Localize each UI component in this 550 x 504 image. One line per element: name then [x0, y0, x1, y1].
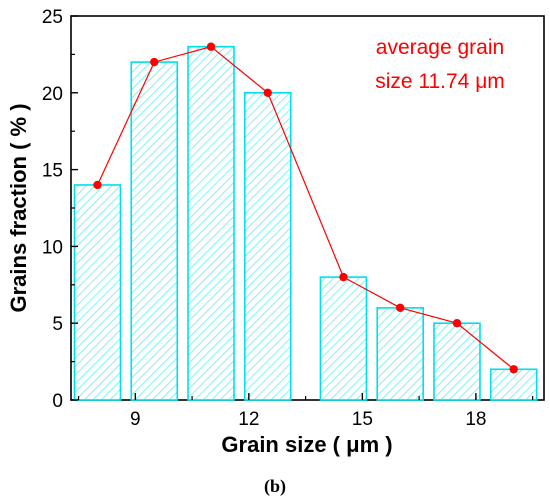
line-point-19	[509, 365, 518, 374]
annotation-line-2: size 11.74 μm	[375, 70, 505, 93]
bar-14.5	[319, 276, 368, 401]
line-point-12.5	[263, 88, 272, 98]
bar-16	[376, 307, 425, 401]
x-tick-label-18: 18	[465, 409, 486, 430]
line-series-group	[93, 42, 518, 374]
bar-12.5	[243, 92, 292, 401]
y-tick-label-25: 25	[42, 7, 63, 28]
annotation-line-1: average grain	[376, 36, 504, 59]
x-axis-title: Grain size ( μm )	[221, 432, 392, 457]
bar-11	[187, 45, 235, 401]
panel-label: (b)	[264, 476, 286, 497]
x-tick-label-12: 12	[238, 409, 259, 430]
line-point-8	[93, 180, 102, 190]
axes-group: 0 5 10 15 20 25 9 12 15 18	[42, 7, 534, 430]
line-point-11	[206, 42, 216, 51]
bar-9.5	[130, 61, 179, 401]
bar-19	[489, 368, 538, 401]
bars-group	[73, 45, 538, 401]
y-axis-title: Grains fraction ( % )	[6, 103, 31, 312]
x-tick-label-15: 15	[352, 409, 373, 430]
line-point-16	[396, 303, 405, 313]
y-tick-label-20: 20	[42, 84, 63, 105]
bar-8	[73, 184, 122, 401]
bar-17.5	[433, 322, 481, 401]
line-point-17.5	[452, 319, 462, 328]
y-tick-label-15: 15	[42, 161, 63, 182]
y-tick-label-10: 10	[42, 237, 63, 258]
x-tick-label-9: 9	[130, 409, 141, 430]
line-point-14.5	[339, 272, 348, 282]
y-tick-label-5: 5	[52, 314, 63, 335]
y-tick-label-0: 0	[52, 391, 63, 412]
line-point-9.5	[150, 57, 159, 67]
fraction-line	[96, 46, 515, 370]
